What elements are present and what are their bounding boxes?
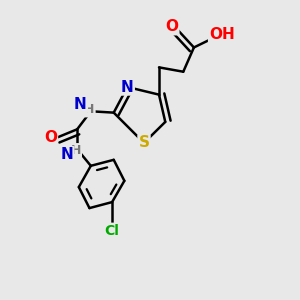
- Text: Cl: Cl: [105, 224, 119, 238]
- Text: S: S: [139, 135, 149, 150]
- Text: H: H: [70, 144, 81, 157]
- Text: O: O: [44, 130, 57, 145]
- Text: O: O: [165, 19, 178, 34]
- Text: OH: OH: [209, 27, 235, 42]
- Text: N: N: [60, 147, 73, 162]
- Text: N: N: [74, 97, 87, 112]
- Text: N: N: [121, 80, 134, 94]
- Text: H: H: [84, 103, 94, 116]
